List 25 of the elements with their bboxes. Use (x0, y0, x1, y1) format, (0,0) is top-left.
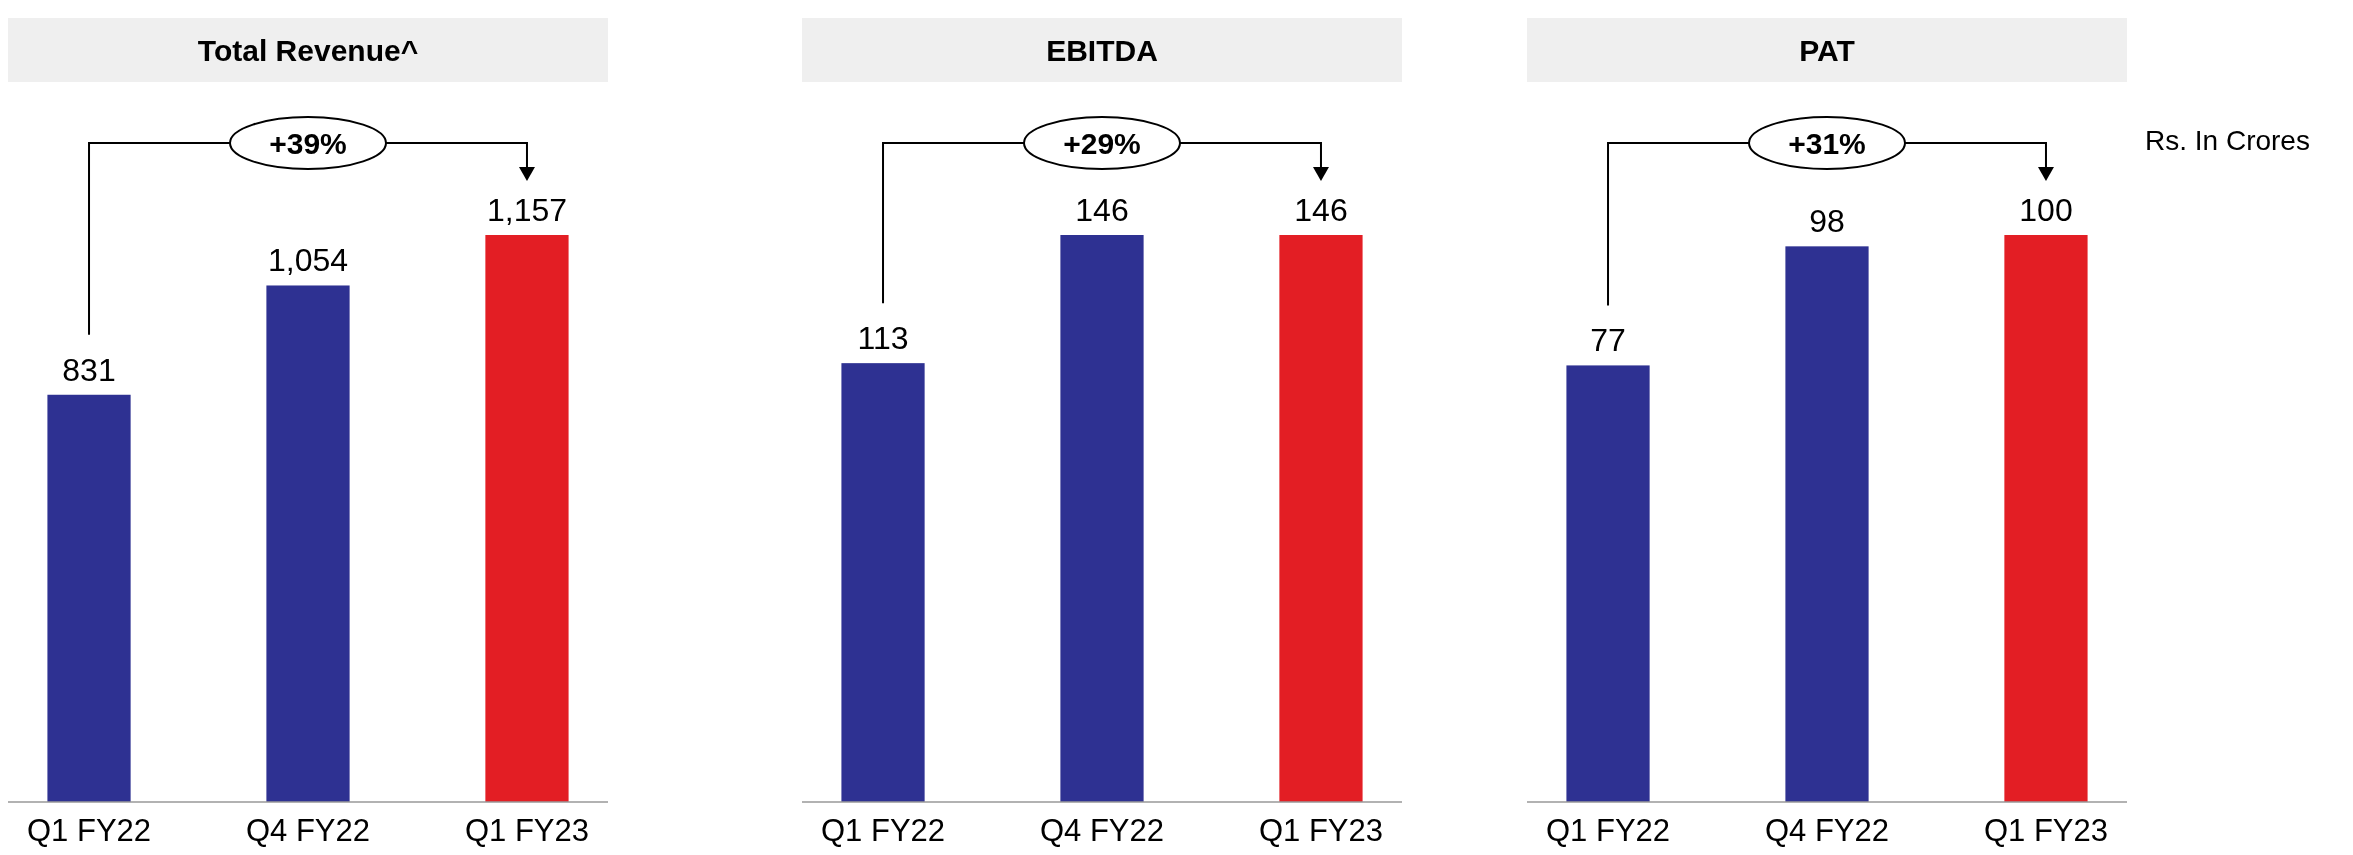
data-label: 146 (1075, 192, 1129, 228)
data-label: 831 (62, 351, 116, 388)
data-label: 100 (2019, 192, 2073, 228)
x-tick-label: Q1 FY23 (1983, 812, 2109, 848)
x-tick-label: Q1 FY23 (464, 812, 590, 848)
data-label: 146 (1294, 192, 1348, 228)
chart-title: EBITDA (1046, 33, 1158, 67)
data-label: 1,054 (267, 242, 349, 279)
data-label: 98 (1809, 203, 1845, 240)
text: +31% (1788, 126, 1866, 160)
text: Rs. In Crores (2145, 124, 2310, 156)
x-tick-label: Q4 FY22 (1764, 812, 1890, 848)
chart-title: PAT (1799, 33, 1855, 67)
data-label: 113 (857, 320, 909, 357)
text: +39% (269, 126, 347, 160)
x-tick-label: Q1 FY23 (1258, 812, 1384, 848)
x-tick-label: Q4 FY22 (245, 812, 371, 848)
x-tick-label: Q1 FY22 (1545, 812, 1671, 848)
x-tick-label: Q4 FY22 (1039, 812, 1165, 848)
x-tick-label: Q1 FY22 (26, 812, 152, 848)
chart-title: Total Revenue^ (197, 33, 419, 67)
data-label: 77 (1590, 322, 1626, 359)
x-tick-label: Q1 FY22 (820, 812, 946, 848)
text: +29% (1063, 126, 1141, 160)
data-label: 1,157 (486, 192, 568, 228)
